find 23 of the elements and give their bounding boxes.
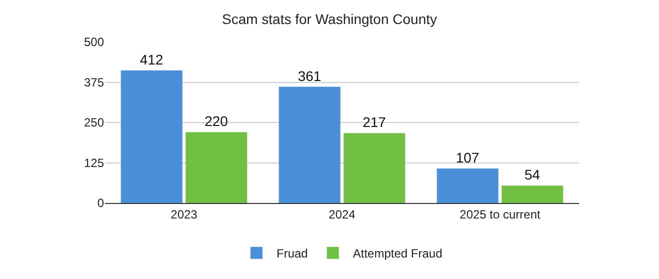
bar <box>186 132 248 203</box>
data-label: 107 <box>456 150 480 166</box>
bar <box>436 168 498 203</box>
chart-title: Scam stats for Washington County <box>222 10 438 27</box>
y-tick-label: 250 <box>84 116 104 130</box>
y-tick-label: 0 <box>97 196 104 210</box>
legend-label: Fruad <box>276 246 308 261</box>
bar <box>502 186 564 203</box>
y-tick-label: 500 <box>84 35 104 50</box>
legend-label: Attempted Fraud <box>352 246 442 261</box>
x-tick-label: 2024 <box>328 207 356 222</box>
data-label: 54 <box>524 166 540 183</box>
bar <box>344 133 406 203</box>
data-label: 361 <box>298 68 322 84</box>
bar <box>120 70 182 203</box>
x-tick-label: 2023 <box>170 207 198 222</box>
data-label: 217 <box>362 114 386 130</box>
x-tick-label: 2025 to current <box>460 207 542 222</box>
data-label: 220 <box>204 113 228 130</box>
y-tick-label: 125 <box>84 156 104 170</box>
y-tick-label: 375 <box>84 75 104 90</box>
bar <box>278 86 340 203</box>
data-label: 412 <box>140 51 164 68</box>
